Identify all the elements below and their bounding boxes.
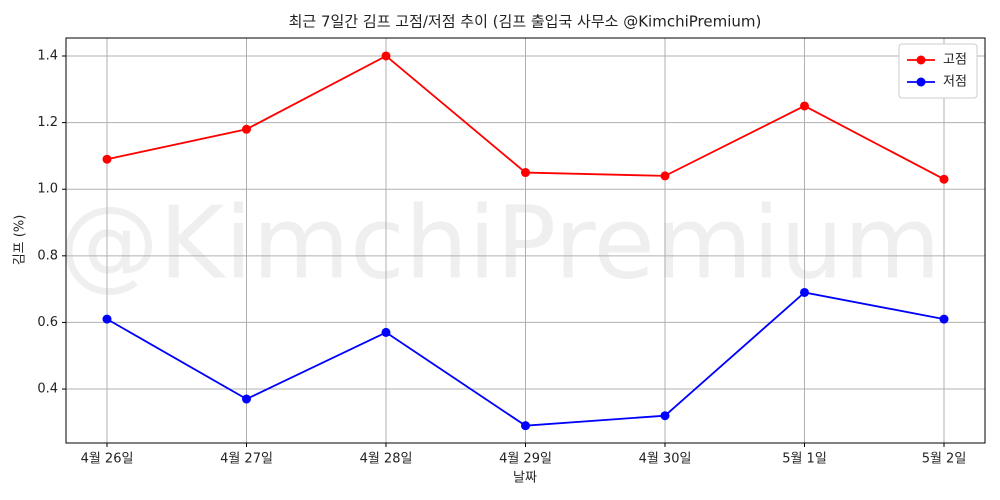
- y-tick-label: 1.0: [37, 182, 58, 197]
- x-tick-label: 4월 27일: [220, 452, 273, 467]
- y-tick-label: 0.6: [37, 315, 58, 330]
- marker: [800, 287, 809, 297]
- y-tick-label: 0.4: [37, 382, 58, 397]
- plot-frame: [65, 37, 986, 444]
- marker: [102, 154, 112, 164]
- watermark: @KimchiPremium: [59, 184, 941, 301]
- legend-label: 저점: [943, 75, 967, 90]
- marker: [660, 411, 670, 421]
- marker: [521, 421, 530, 431]
- marker: [242, 394, 251, 404]
- marker: [939, 174, 949, 184]
- y-axis-label: 김프 (%): [13, 215, 28, 266]
- marker: [102, 314, 112, 324]
- x-tick-label: 4월 26일: [81, 452, 134, 467]
- marker: [242, 124, 251, 134]
- y-tick-label: 0.8: [37, 248, 58, 263]
- x-tick-label: 5월 1일: [782, 452, 827, 467]
- x-tick-label: 4월 29일: [499, 452, 552, 467]
- legend-label: 고점: [943, 53, 967, 68]
- y-tick-label: 1.2: [37, 115, 58, 130]
- marker: [800, 101, 809, 111]
- marker: [521, 168, 530, 178]
- x-tick-label: 4월 30일: [639, 452, 692, 467]
- marker: [660, 171, 670, 181]
- legend-marker: [916, 77, 926, 87]
- legend-marker: [916, 55, 926, 65]
- marker: [381, 327, 391, 337]
- x-axis-label: 날짜: [513, 471, 537, 486]
- x-tick-label: 4월 28일: [360, 452, 413, 467]
- chart-title: 최근 7일간 김프 고점/저점 추이 (김프 출입국 사무소 @KimchiPr…: [289, 13, 762, 31]
- marker: [381, 51, 391, 61]
- x-tick-label: 5월 2일: [922, 452, 967, 467]
- marker: [939, 314, 949, 324]
- y-tick-label: 1.4: [37, 48, 58, 63]
